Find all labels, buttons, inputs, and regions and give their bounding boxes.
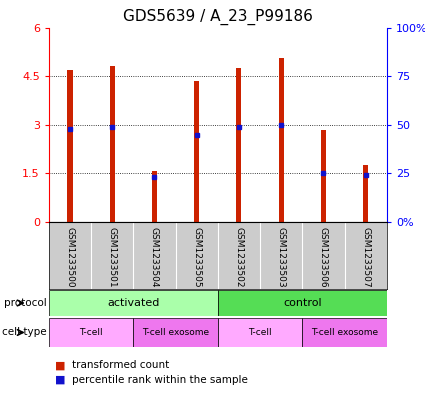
Text: T-cell: T-cell	[79, 328, 103, 337]
Text: GSM1233503: GSM1233503	[277, 228, 286, 288]
Text: activated: activated	[107, 298, 159, 308]
Text: T-cell: T-cell	[248, 328, 272, 337]
Text: GSM1233502: GSM1233502	[235, 228, 244, 288]
Text: cell type: cell type	[2, 327, 47, 338]
Text: transformed count: transformed count	[72, 360, 170, 371]
Bar	[110, 66, 115, 222]
Text: T-cell exosome: T-cell exosome	[142, 328, 209, 337]
Text: T-cell exosome: T-cell exosome	[311, 328, 378, 337]
Bar	[152, 171, 157, 222]
Text: GSM1233500: GSM1233500	[65, 228, 74, 288]
Text: ■: ■	[55, 360, 66, 371]
Bar	[49, 318, 133, 347]
Bar	[302, 318, 387, 347]
Text: GSM1233501: GSM1233501	[108, 228, 117, 288]
Bar	[194, 81, 199, 222]
Bar	[321, 130, 326, 222]
Text: GSM1233505: GSM1233505	[192, 228, 201, 288]
Bar	[133, 318, 218, 347]
Bar	[68, 70, 73, 222]
Text: control: control	[283, 298, 322, 308]
Bar	[279, 58, 284, 222]
Text: GSM1233504: GSM1233504	[150, 228, 159, 288]
Bar	[218, 318, 302, 347]
Text: GSM1233507: GSM1233507	[361, 228, 370, 288]
Bar	[49, 290, 218, 316]
Text: GSM1233506: GSM1233506	[319, 228, 328, 288]
Bar	[363, 165, 368, 222]
Text: protocol: protocol	[4, 298, 47, 308]
Bar	[218, 290, 387, 316]
Text: percentile rank within the sample: percentile rank within the sample	[72, 375, 248, 385]
Title: GDS5639 / A_23_P99186: GDS5639 / A_23_P99186	[123, 9, 313, 25]
Bar	[236, 68, 241, 222]
Text: ■: ■	[55, 375, 66, 385]
